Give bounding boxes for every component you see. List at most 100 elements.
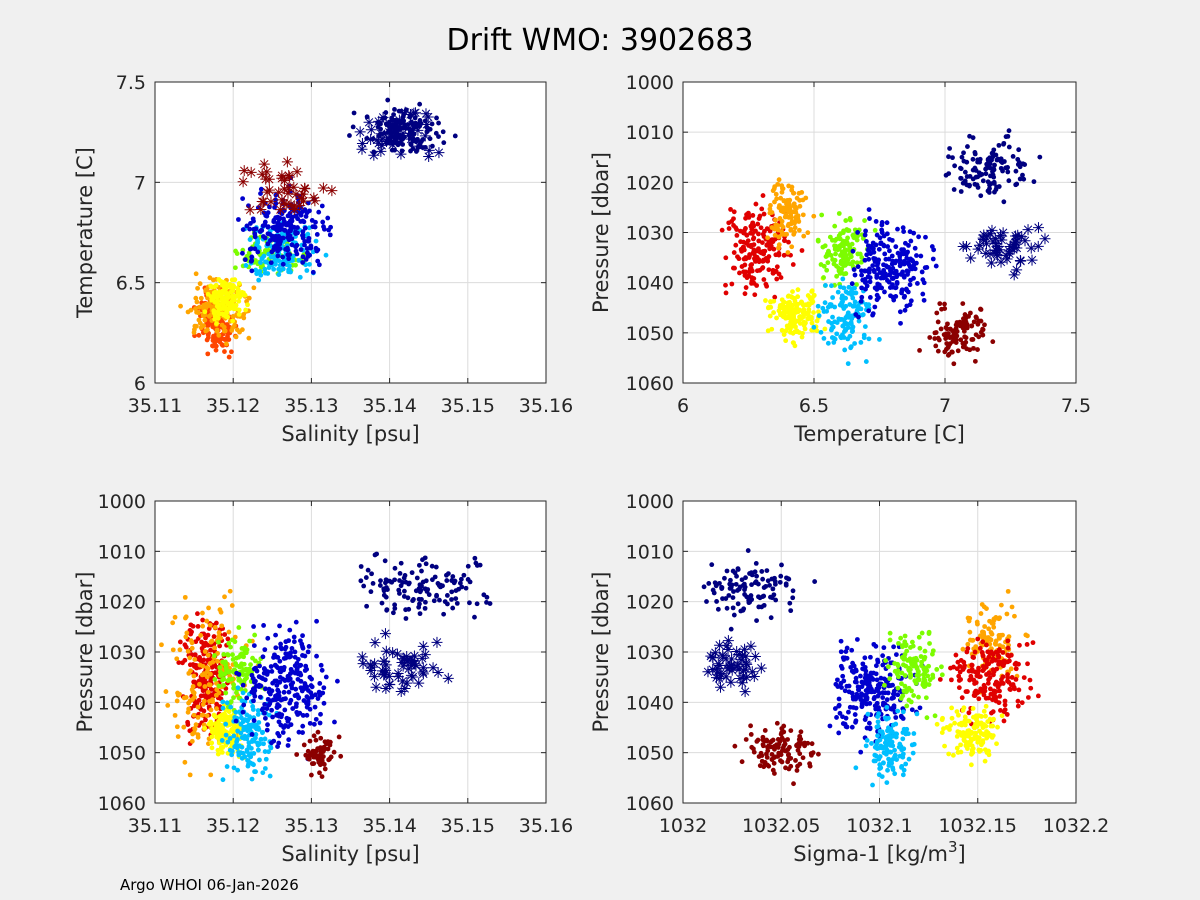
data-point xyxy=(958,742,963,748)
ts-points xyxy=(178,97,458,360)
data-point xyxy=(286,235,291,241)
data-point xyxy=(754,573,759,579)
data-point xyxy=(224,310,230,316)
data-point xyxy=(743,226,748,231)
data-point xyxy=(289,645,295,651)
data-point xyxy=(417,662,429,674)
data-point xyxy=(764,568,770,574)
data-point xyxy=(891,644,897,650)
data-point xyxy=(735,654,747,666)
data-point xyxy=(747,253,752,259)
data-point xyxy=(436,120,441,126)
data-point xyxy=(844,313,850,319)
data-point xyxy=(244,675,249,681)
profile-cycle-darkred xyxy=(294,729,344,779)
data-point xyxy=(210,659,216,665)
data-point xyxy=(821,275,826,280)
data-point xyxy=(1005,678,1010,684)
data-point xyxy=(985,680,991,686)
data-point xyxy=(885,664,891,670)
data-point xyxy=(984,729,989,734)
data-point xyxy=(742,584,748,590)
data-point xyxy=(288,203,300,215)
data-point xyxy=(223,721,229,727)
data-point xyxy=(304,704,310,710)
data-point xyxy=(213,343,219,349)
data-point xyxy=(722,575,727,581)
data-point xyxy=(278,641,283,647)
data-point xyxy=(389,123,401,135)
data-point xyxy=(293,213,299,219)
data-point xyxy=(730,605,736,611)
data-point xyxy=(193,295,199,301)
data-point xyxy=(884,704,890,710)
data-point xyxy=(233,334,239,340)
data-point xyxy=(900,736,906,742)
data-point xyxy=(417,601,422,607)
data-point xyxy=(357,658,369,670)
data-point xyxy=(811,213,817,219)
data-point xyxy=(942,349,948,355)
data-point xyxy=(833,251,838,257)
data-point xyxy=(419,130,431,142)
data-point xyxy=(803,195,809,201)
data-point xyxy=(788,608,794,614)
data-point xyxy=(875,714,880,719)
data-point xyxy=(231,306,237,312)
data-point xyxy=(714,667,726,679)
data-point xyxy=(1025,695,1031,700)
data-point xyxy=(417,582,423,588)
data-point xyxy=(799,248,805,253)
data-point xyxy=(445,571,451,576)
data-point xyxy=(985,157,991,163)
data-point xyxy=(926,682,932,687)
data-point xyxy=(842,259,848,265)
data-point xyxy=(314,232,320,237)
data-point xyxy=(748,230,753,236)
data-point xyxy=(972,358,978,364)
data-point xyxy=(214,687,220,693)
data-point xyxy=(260,676,266,681)
data-point xyxy=(901,294,907,300)
data-point xyxy=(886,683,892,689)
data-point xyxy=(287,228,293,234)
data-point xyxy=(908,277,913,283)
data-point xyxy=(392,606,398,611)
data-point xyxy=(257,757,262,763)
data-point xyxy=(976,696,982,702)
data-point xyxy=(332,719,337,725)
data-point xyxy=(859,679,865,685)
data-point xyxy=(973,688,979,694)
data-point xyxy=(209,734,215,740)
data-point xyxy=(385,121,397,133)
ts-x-tick-label: 35.13 xyxy=(284,395,338,417)
data-point xyxy=(1008,652,1014,658)
data-point xyxy=(772,754,778,760)
data-point xyxy=(746,666,758,678)
data-point xyxy=(902,673,908,678)
data-point xyxy=(208,686,214,692)
data-point xyxy=(767,210,773,216)
data-point xyxy=(732,659,744,671)
data-point xyxy=(863,359,869,364)
data-point xyxy=(222,594,227,600)
data-point xyxy=(392,147,398,153)
data-point xyxy=(759,206,765,212)
data-point xyxy=(767,206,773,212)
data-point xyxy=(769,738,775,744)
ts-y-axis-label: Temperature [C] xyxy=(73,147,97,319)
data-point xyxy=(1023,632,1029,638)
data-point xyxy=(230,314,236,319)
data-point xyxy=(263,756,269,762)
data-point xyxy=(378,668,390,680)
data-point xyxy=(253,267,259,273)
data-point xyxy=(809,316,814,322)
data-point xyxy=(853,312,859,317)
data-point xyxy=(866,256,872,262)
data-point xyxy=(1015,698,1021,704)
data-point xyxy=(198,295,204,301)
data-point xyxy=(754,738,760,744)
data-point xyxy=(181,695,187,701)
data-point xyxy=(1008,687,1013,692)
data-point xyxy=(986,626,992,632)
